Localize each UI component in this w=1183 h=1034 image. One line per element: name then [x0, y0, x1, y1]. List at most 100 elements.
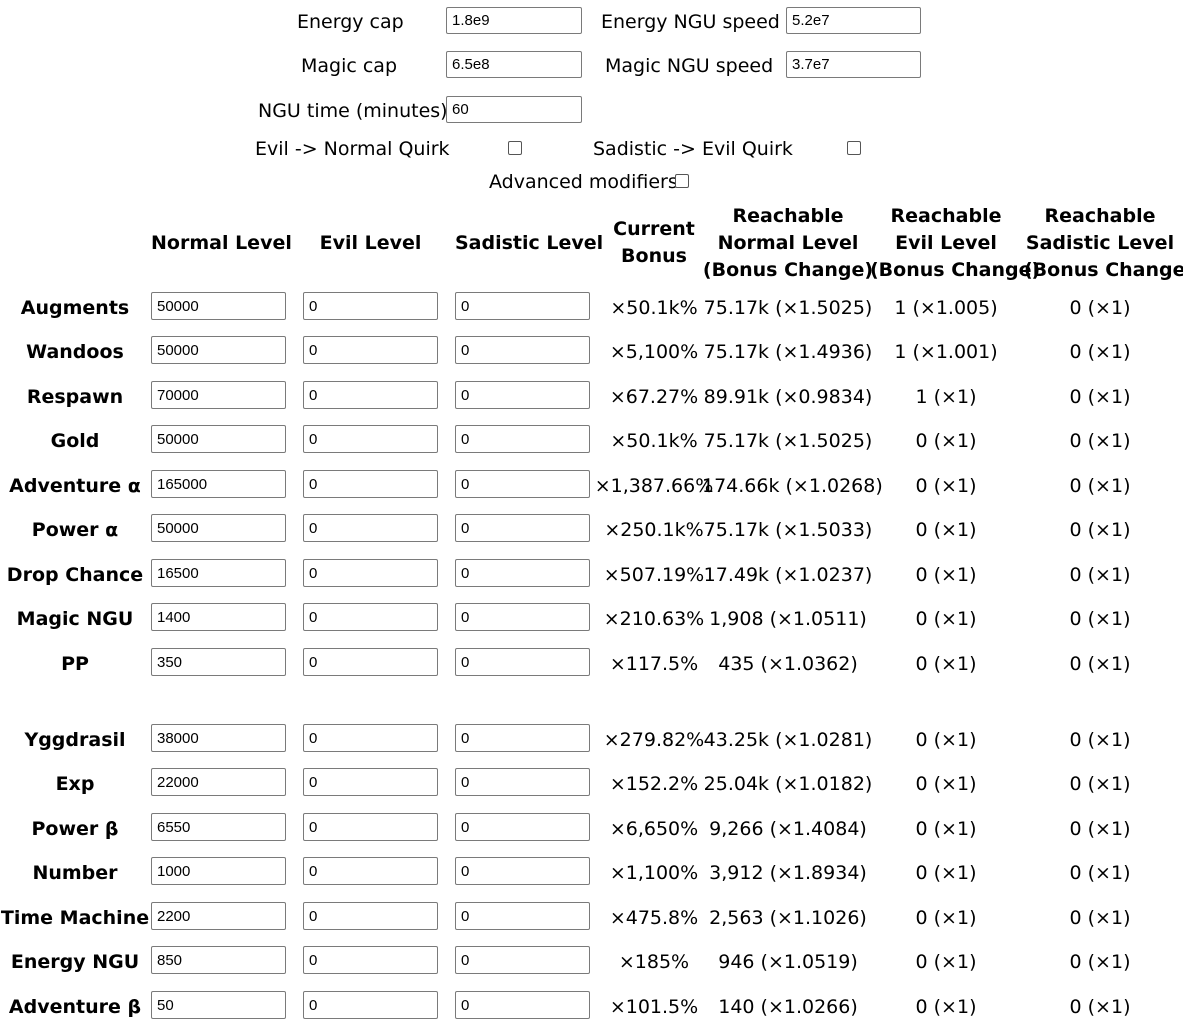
sadistic-level-input[interactable] [455, 603, 590, 631]
evil-level-input[interactable] [303, 514, 438, 542]
magic-cap-label: Magic cap [301, 55, 398, 77]
current-bonus-value: ×1,100% [609, 862, 699, 884]
advanced-modifiers-checkbox[interactable] [675, 174, 689, 188]
normal-level-input[interactable] [151, 946, 286, 974]
normal-level-input[interactable] [151, 470, 286, 498]
row-name: Magic NGU [16, 608, 134, 630]
evil-level-input[interactable] [303, 724, 438, 752]
magic-cap-input[interactable] [446, 51, 582, 78]
normal-level-input[interactable] [151, 991, 286, 1019]
normal-level-input[interactable] [151, 336, 286, 364]
reachable-evil-value: 0 (×1) [915, 773, 977, 795]
sadistic-level-input[interactable] [455, 991, 590, 1019]
reachable-sadistic-value: 0 (×1) [1069, 608, 1131, 630]
current-bonus-value: ×185% [618, 951, 690, 973]
reachable-normal-value: 75.17k (×1.4936) [703, 341, 873, 363]
reachable-sadistic-value: 0 (×1) [1069, 564, 1131, 586]
reachable-sadistic-value: 0 (×1) [1069, 430, 1131, 452]
sadistic-level-input[interactable] [455, 902, 590, 930]
evil-level-input[interactable] [303, 768, 438, 796]
ngu-time-input[interactable] [446, 96, 582, 123]
sadistic-level-input[interactable] [455, 768, 590, 796]
evil-level-input[interactable] [303, 381, 438, 409]
reachable-evil-value: 1 (×1.005) [894, 297, 998, 319]
normal-level-input[interactable] [151, 559, 286, 587]
current-bonus-value: ×117.5% [609, 653, 699, 675]
normal-level-input[interactable] [151, 425, 286, 453]
header-normal-level: Normal Level [151, 232, 292, 254]
sadistic-level-input[interactable] [455, 559, 590, 587]
row-name: Power α [31, 519, 119, 541]
reachable-evil-value: 0 (×1) [915, 653, 977, 675]
current-bonus-value: ×250.1k% [604, 519, 704, 541]
normal-level-input[interactable] [151, 292, 286, 320]
sadistic-level-input[interactable] [455, 336, 590, 364]
header-current-bonus: Current Bonus [613, 218, 695, 267]
row-name: Gold [50, 430, 100, 452]
normal-level-input[interactable] [151, 648, 286, 676]
evil-level-input[interactable] [303, 559, 438, 587]
sadistic-level-input[interactable] [455, 857, 590, 885]
reachable-normal-value: 3,912 (×1.8934) [709, 862, 867, 884]
reachable-sadistic-value: 0 (×1) [1069, 386, 1131, 408]
evil-quirk-label: Evil -> Normal Quirk [255, 138, 450, 160]
reachable-evil-value: 0 (×1) [915, 951, 977, 973]
evil-level-input[interactable] [303, 946, 438, 974]
current-bonus-value: ×67.27% [609, 386, 699, 408]
evil-level-input[interactable] [303, 292, 438, 320]
normal-level-input[interactable] [151, 603, 286, 631]
evil-level-input[interactable] [303, 857, 438, 885]
sadistic-quirk-label: Sadistic -> Evil Quirk [593, 138, 793, 160]
evil-level-input[interactable] [303, 425, 438, 453]
evil-level-input[interactable] [303, 470, 438, 498]
sadistic-level-input[interactable] [455, 724, 590, 752]
sadistic-level-input[interactable] [455, 648, 590, 676]
header-sadistic-level: Sadistic Level [455, 232, 604, 254]
evil-level-input[interactable] [303, 902, 438, 930]
sadistic-level-input[interactable] [455, 813, 590, 841]
normal-level-input[interactable] [151, 724, 286, 752]
evil-level-input[interactable] [303, 991, 438, 1019]
row-name: Drop Chance [6, 564, 144, 586]
ngu-time-label: NGU time (minutes) [258, 100, 448, 122]
advanced-modifiers-label: Advanced modifiers [489, 171, 678, 193]
row-name: Power β [31, 818, 119, 840]
normal-level-input[interactable] [151, 381, 286, 409]
evil-level-input[interactable] [303, 336, 438, 364]
normal-level-input[interactable] [151, 813, 286, 841]
reachable-sadistic-value: 0 (×1) [1069, 297, 1131, 319]
current-bonus-value: ×507.19% [603, 564, 705, 586]
magic-ngu-speed-input[interactable] [786, 51, 921, 78]
normal-level-input[interactable] [151, 514, 286, 542]
reachable-normal-value: 75.17k (×1.5033) [703, 519, 873, 541]
evil-level-input[interactable] [303, 648, 438, 676]
current-bonus-value: ×279.82% [603, 729, 705, 751]
reachable-normal-value: 9,266 (×1.4084) [709, 818, 867, 840]
evil-level-input[interactable] [303, 813, 438, 841]
sadistic-level-input[interactable] [455, 381, 590, 409]
energy-cap-input[interactable] [446, 7, 582, 34]
normal-level-input[interactable] [151, 902, 286, 930]
sadistic-level-input[interactable] [455, 470, 590, 498]
sadistic-level-input[interactable] [455, 425, 590, 453]
sadistic-level-input[interactable] [455, 292, 590, 320]
row-name: PP [61, 653, 89, 675]
reachable-normal-value: 25.04k (×1.0182) [703, 773, 873, 795]
reachable-sadistic-value: 0 (×1) [1069, 519, 1131, 541]
reachable-sadistic-value: 0 (×1) [1069, 475, 1131, 497]
row-name: Time Machine [0, 907, 150, 929]
reachable-evil-value: 0 (×1) [915, 729, 977, 751]
sadistic-level-input[interactable] [455, 514, 590, 542]
sadistic-level-input[interactable] [455, 946, 590, 974]
current-bonus-value: ×210.63% [603, 608, 705, 630]
evil-quirk-checkbox[interactable] [508, 141, 522, 155]
reachable-normal-value: 1,908 (×1.0511) [709, 608, 867, 630]
normal-level-input[interactable] [151, 768, 286, 796]
row-name: Respawn [26, 386, 124, 408]
energy-ngu-speed-input[interactable] [786, 7, 921, 34]
evil-level-input[interactable] [303, 603, 438, 631]
reachable-normal-value: 43.25k (×1.0281) [703, 729, 873, 751]
reachable-normal-value: 2,563 (×1.1026) [709, 907, 867, 929]
normal-level-input[interactable] [151, 857, 286, 885]
sadistic-quirk-checkbox[interactable] [847, 141, 861, 155]
